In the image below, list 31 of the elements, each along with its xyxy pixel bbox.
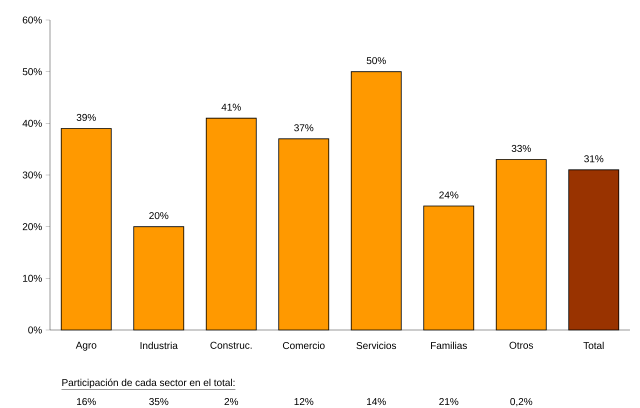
text: 35%	[149, 398, 168, 406]
text: 12%	[294, 398, 314, 406]
x-tick-label: Otros	[510, 342, 534, 349]
x-tick-label: Comercio	[282, 342, 325, 350]
y-tick-label: 30%	[22, 171, 42, 179]
x-tick-label: Familias	[431, 342, 467, 350]
data-label: 50%	[366, 57, 386, 64]
text: 0,2%	[510, 398, 532, 406]
x-tick-label: Construc.	[210, 342, 252, 349]
data-label: 20%	[149, 212, 168, 220]
text: 14%	[367, 398, 386, 406]
y-tick-label: 40%	[22, 120, 42, 127]
text: 2%	[224, 398, 238, 406]
data-label: 24%	[439, 191, 458, 198]
data-label: 39%	[76, 114, 96, 121]
y-tick-label: 50%	[22, 68, 42, 76]
x-tick-label: Agro	[76, 342, 96, 351]
data-label: 33%	[512, 144, 531, 152]
text: 16%	[77, 398, 96, 406]
x-tick-label: Servicios	[356, 342, 396, 350]
data-label: 31%	[584, 155, 604, 162]
y-tick-label: 60%	[22, 16, 42, 24]
data-label: 41%	[222, 104, 241, 111]
y-tick-label: 20%	[22, 223, 42, 230]
x-tick-label: Total	[583, 342, 604, 350]
text: 21%	[439, 398, 458, 406]
text: Participación de cada sector en el total:	[62, 378, 234, 388]
x-tick-label: Industria	[140, 342, 178, 350]
data-label: 37%	[294, 124, 314, 132]
y-tick-label: 0%	[28, 326, 42, 334]
y-tick-label: 10%	[23, 274, 42, 282]
